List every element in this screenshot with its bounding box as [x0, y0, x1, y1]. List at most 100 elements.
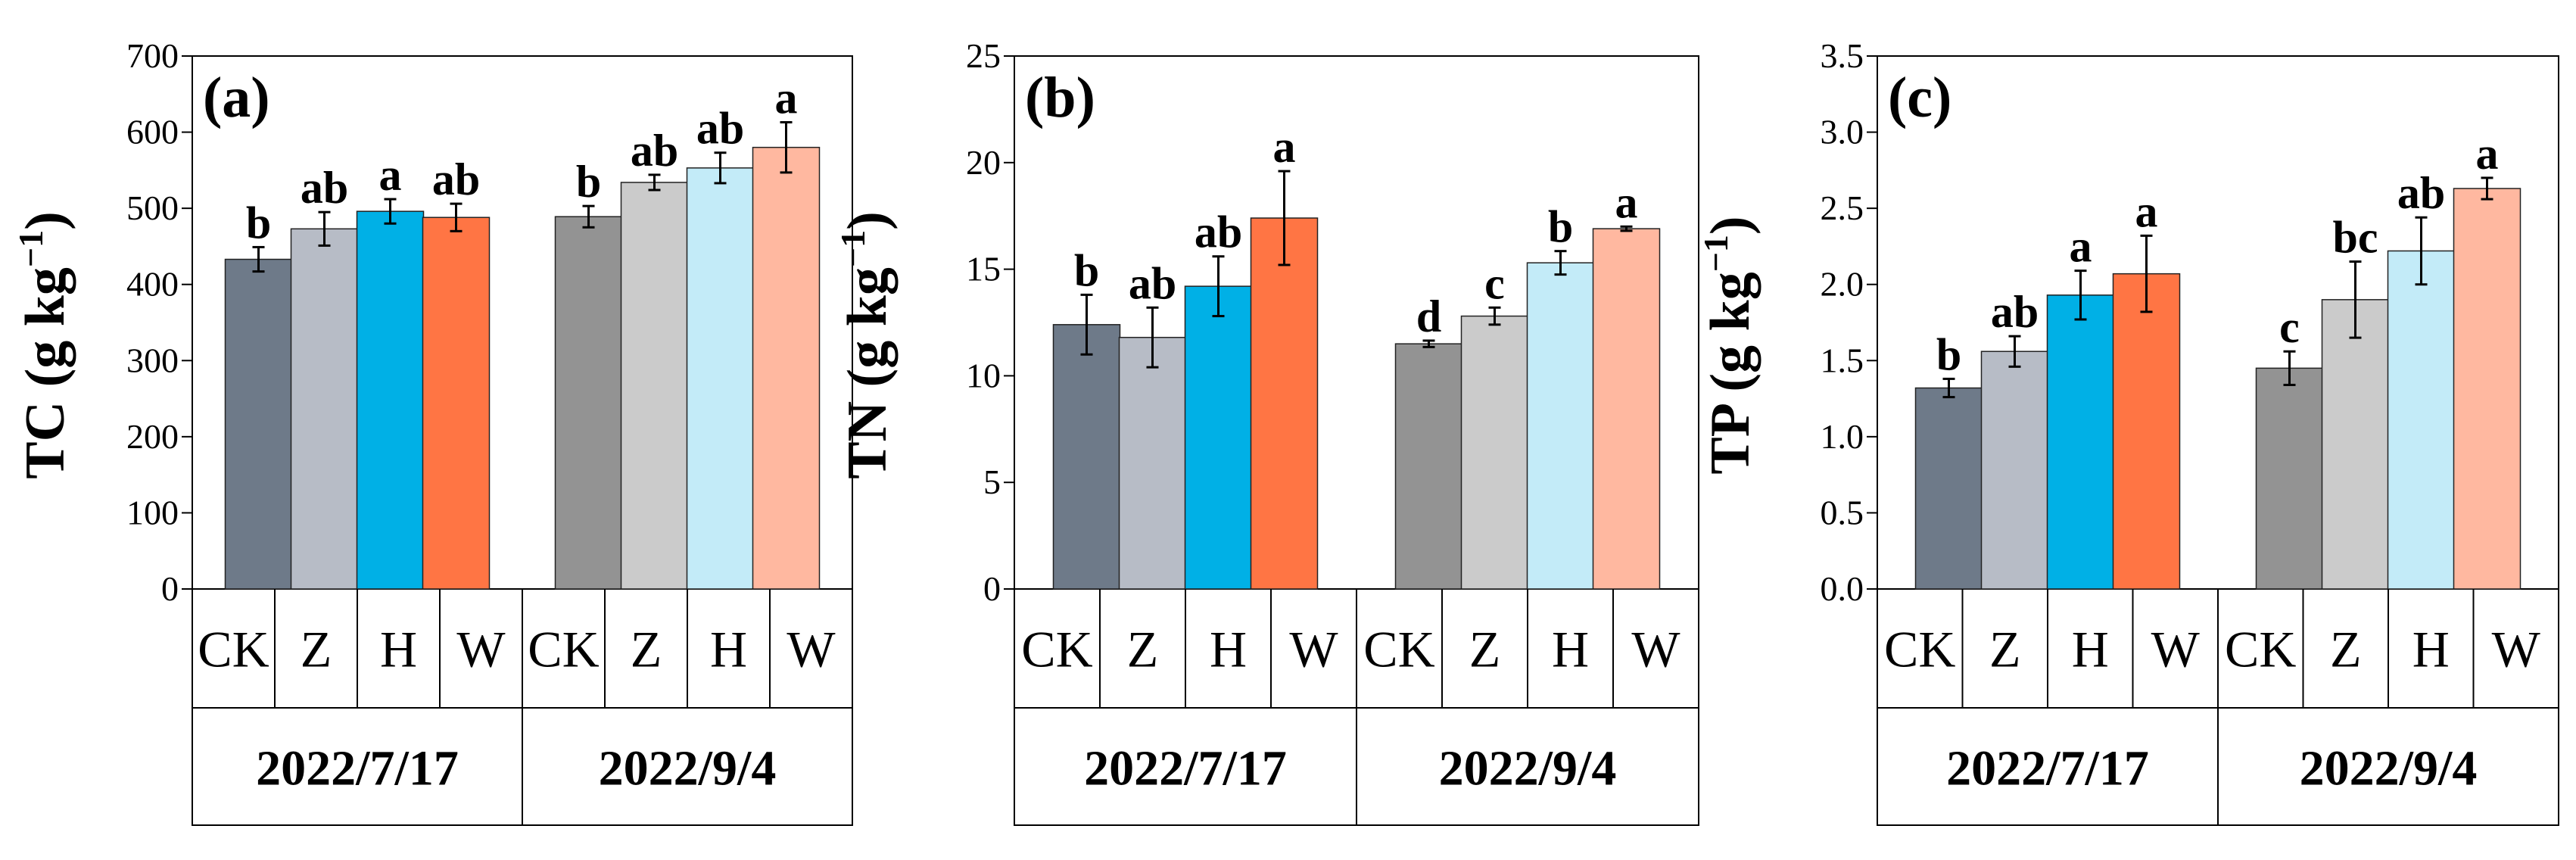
y-tick-label: 0: [161, 569, 179, 608]
bar-2022/9/4-H: [1526, 262, 1595, 590]
y-axis-label-close: ): [836, 211, 899, 230]
date-label: 2022/7/17: [1946, 741, 2149, 796]
y-tick-label: 20: [966, 143, 1001, 182]
treatment-label: H: [1552, 621, 1589, 678]
panel-label: (a): [203, 66, 270, 129]
y-tick-label: 0.0: [1821, 569, 1864, 608]
significance-letter: ab: [2397, 168, 2445, 218]
treatment-label: W: [2151, 621, 2201, 678]
bar-2022/9/4-Z: [620, 182, 689, 590]
bar-2022/9/4-CK: [2255, 367, 2324, 590]
treatment-label: H: [1210, 621, 1247, 678]
date-label: 2022/9/4: [1439, 741, 1617, 796]
treatment-label: CK: [1884, 621, 1955, 678]
treatment-label: W: [1289, 621, 1338, 678]
y-tick-label: 5: [983, 463, 1001, 501]
y-tick-label: 1.0: [1821, 417, 1864, 456]
treatment-label: CK: [2225, 621, 2296, 678]
panel-label: (b): [1025, 66, 1095, 129]
significance-letter: c: [1484, 258, 1505, 308]
bar-2022/7/17-Z: [290, 228, 359, 590]
treatment-label: Z: [1989, 621, 2021, 678]
bar-2022/9/4-CK: [554, 216, 623, 590]
y-axis-label-exponent: −1: [1696, 235, 1735, 272]
y-axis-label-exponent: −1: [833, 230, 872, 267]
significance-letter: c: [2279, 302, 2300, 352]
y-tick-label: 2.5: [1821, 189, 1864, 227]
y-tick-label: 700: [126, 36, 179, 75]
date-label: 2022/7/17: [1084, 741, 1287, 796]
y-tick-label: 10: [966, 356, 1001, 394]
significance-letter: b: [1936, 329, 1961, 379]
y-axis-label-text: TP (g kg: [1699, 272, 1761, 474]
y-tick-label: 3.0: [1821, 113, 1864, 151]
bar-2022/7/17-W: [422, 217, 491, 590]
treatment-label: Z: [2330, 621, 2362, 678]
bar-2022/7/17-H: [1184, 285, 1253, 590]
y-axis-label-text: TC (g kg: [14, 267, 76, 479]
y-tick-label: 400: [126, 265, 179, 304]
bar-2022/7/17-H: [356, 210, 425, 590]
bar-2022/7/17-W: [1250, 217, 1319, 590]
treatment-label: H: [380, 621, 417, 678]
y-tick-label: 15: [966, 250, 1001, 288]
treatment-label: CK: [1363, 621, 1434, 678]
bar-2022/7/17-H: [2046, 294, 2115, 590]
y-tick-label: 0.5: [1821, 493, 1864, 531]
significance-letter: a: [2476, 129, 2499, 179]
bar-2022/9/4-H: [2387, 250, 2456, 590]
significance-letter: b: [1548, 202, 1573, 252]
treatment-label: CK: [198, 621, 269, 678]
treatment-label: CK: [1021, 621, 1092, 678]
significance-letter: bc: [2333, 213, 2378, 263]
treatment-label: Z: [1127, 621, 1159, 678]
bar-2022/7/17-Z: [1980, 351, 2049, 590]
y-tick-label: 1.5: [1821, 341, 1864, 379]
treatment-label: CK: [528, 621, 599, 678]
treatment-label: W: [2492, 621, 2541, 678]
treatment-label: H: [2412, 621, 2450, 678]
bar-2022/7/17-Z: [1118, 336, 1187, 590]
significance-letter: ab: [301, 163, 348, 213]
treatment-label: Z: [631, 621, 662, 678]
significance-letter: a: [1615, 177, 1638, 227]
significance-letter: d: [1416, 291, 1441, 341]
panel-label: (c): [1888, 66, 1951, 129]
significance-letter: a: [379, 150, 402, 200]
treatment-label: Z: [1469, 621, 1501, 678]
significance-letter: ab: [1991, 287, 2039, 337]
y-axis-label: TN (g kg−1): [833, 211, 899, 478]
date-label: 2022/9/4: [2300, 741, 2478, 796]
y-tick-label: 300: [126, 341, 179, 379]
bar-2022/9/4-Z: [2321, 299, 2390, 590]
y-tick-label: 200: [126, 417, 179, 456]
y-axis-label-text: TN (g kg: [836, 267, 899, 479]
significance-letter: a: [2135, 186, 2158, 236]
y-tick-label: 2.0: [1821, 265, 1864, 304]
significance-letter: a: [1273, 122, 1296, 172]
y-tick-label: 25: [966, 36, 1001, 75]
y-axis-label-close: ): [1699, 216, 1761, 235]
treatment-label: Z: [301, 621, 332, 678]
significance-letter: ab: [631, 126, 678, 176]
significance-letter: ab: [432, 154, 480, 204]
date-label: 2022/7/17: [256, 741, 459, 796]
treatment-label: W: [456, 621, 506, 678]
bar-2022/9/4-Z: [1460, 315, 1529, 590]
treatment-label: W: [1631, 621, 1680, 678]
significance-letter: b: [246, 198, 271, 248]
significance-letter: ab: [1129, 258, 1176, 308]
bar-2022/7/17-CK: [224, 258, 293, 590]
significance-letter: ab: [1195, 207, 1242, 257]
y-axis-label: TC (g kg−1): [11, 211, 76, 478]
bar-2022/9/4-W: [1592, 228, 1661, 590]
bar-2022/9/4-W: [2453, 188, 2521, 590]
date-label: 2022/9/4: [599, 741, 777, 796]
bar-2022/7/17-CK: [1052, 324, 1121, 590]
y-axis-label-exponent: −1: [11, 230, 50, 267]
y-tick-label: 3.5: [1821, 36, 1864, 75]
bar-2022/7/17-W: [2112, 273, 2181, 590]
panel-c: 0.0 0.5 1.0 1.5 2.0 2.5 3.0 3.5 TP (g kg−1) (c) b C…: [1696, 36, 2559, 826]
